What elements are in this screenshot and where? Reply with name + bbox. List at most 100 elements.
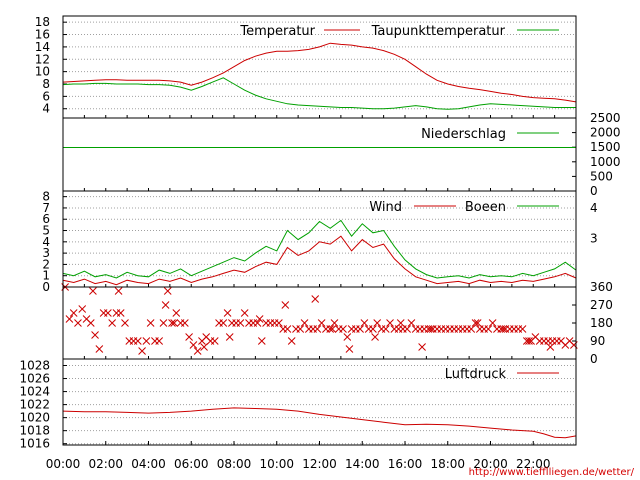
y-tick-label: 2500 [590,111,621,125]
scatter-point [499,325,508,333]
scatter-point [146,319,155,327]
scatter-point [78,305,87,313]
legend-label: Temperatur [239,24,315,39]
x-tick-label: 02:00 [88,457,123,471]
scatter-point [426,325,435,333]
y-tick-label: 16 [35,28,50,42]
series-line-boeen [62,219,577,279]
x-tick-label: 18:00 [430,457,465,471]
x-tick-label: 06:00 [174,457,209,471]
scatter-point [488,319,497,327]
scatter-point [155,337,164,345]
scatter-point [328,325,337,333]
scatter-point [339,325,347,333]
scatter-point [296,325,305,333]
y-tick-label: 4 [42,102,50,116]
scatter-point [116,309,125,317]
scatter-point [159,319,168,327]
scatter-point [311,295,320,303]
scatter-point [200,343,208,351]
scatter-point [170,319,179,327]
scatter-point [407,319,416,327]
scatter-point [257,337,266,345]
scatter-point [225,333,234,341]
y-tick-label: 1024 [19,385,50,399]
series-line-luftdruck [62,407,577,439]
y-tick-label: 1000 [590,155,621,169]
legend-label: Niederschlag [421,127,506,142]
x-tick-label: 10:00 [259,457,294,471]
scatter-point [189,341,198,349]
scatter-point [240,309,249,317]
legend-label: Boeen [465,200,506,215]
y-tick-label: 270 [590,298,613,312]
scatter-point [283,325,292,333]
x-tick-label: 12:00 [302,457,337,471]
scatter-point [418,343,426,351]
y-tick-label: 180 [590,316,613,330]
scatter-point [65,315,74,323]
legend-label: Luftdruck [445,367,507,382]
y-tick-label: 1026 [19,372,50,386]
scatter-point [467,325,476,333]
x-tick-label: 04:00 [131,457,166,471]
x-tick-label: 00:00 [46,457,81,471]
scatter-point [373,319,382,327]
y-tick-label: 2000 [590,126,621,140]
scatter-point [219,319,228,327]
scatter-point [371,333,379,341]
scatter-point [330,319,339,327]
y-tick-label: 0 [42,280,50,294]
scatter-point [343,333,352,341]
scatter-point [91,331,99,339]
scatter-point [133,337,142,345]
scatter-point [471,319,480,327]
scatter-point [86,319,95,327]
scatter-point [74,319,82,327]
y-tick-label: 1018 [19,424,50,438]
scatter-point [369,325,377,333]
legend-label: Taupunkttemperatur [371,24,506,39]
scatter-point [121,319,129,327]
y-tick-label: 2 [42,257,50,271]
scatter-point [253,319,262,327]
y-tick-label: 90 [590,334,605,348]
scatter-point [546,343,555,351]
series-line-taupunkttemperatur [62,77,576,110]
scatter-point [381,325,390,333]
x-tick-label: 14:00 [345,457,380,471]
y-tick-label: 1016 [19,437,50,451]
y-tick-label-right: 3 [590,231,598,245]
scatter-point [317,319,326,327]
scatter-point [345,345,354,353]
scatter-point [168,319,176,327]
scatter-point [403,325,411,333]
y-tick-label: 1022 [19,398,50,412]
legend-label: Wind [369,200,402,215]
scatter-point [484,325,493,333]
y-tick-label: 18 [35,15,50,29]
scatter-point [223,309,232,317]
scatter-point [360,319,369,327]
x-tick-label: 22:00 [516,457,551,471]
y-tick-label: 8 [42,77,50,91]
scatter-point [161,301,170,309]
scatter-point [236,319,245,327]
scatter-point [108,319,117,327]
scatter-point [300,319,309,327]
y-tick-label: 8 [42,190,50,204]
scatter-point [104,309,112,317]
scatter-point [172,309,181,317]
scatter-point [275,319,283,327]
y-tick-label: 360 [590,280,613,294]
scatter-point [180,319,189,327]
scatter-point [287,337,296,345]
scatter-point [163,287,172,295]
y-tick-label: 10 [35,65,50,79]
x-tick-label: 20:00 [473,457,508,471]
y-tick-label: 500 [590,169,613,183]
y-tick-label: 5 [42,224,50,238]
scatter-point [185,333,193,341]
scatter-point [193,347,202,355]
